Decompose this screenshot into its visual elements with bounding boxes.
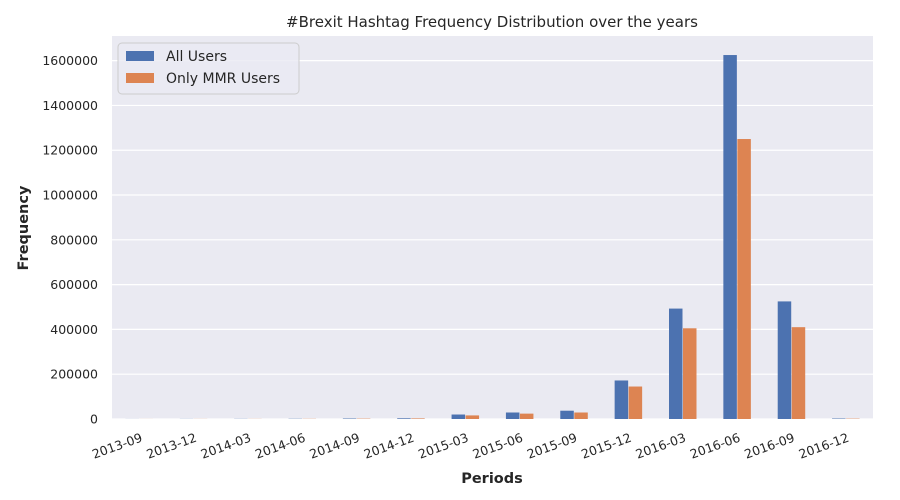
x-tick-label: 2015-12 — [579, 430, 633, 462]
bar — [628, 386, 643, 419]
x-tick-label: 2014-06 — [253, 430, 307, 462]
x-axis-title: Periods — [461, 471, 523, 487]
y-tick-label: 1200000 — [42, 143, 98, 158]
bar — [791, 327, 806, 419]
x-tick-label: 2015-06 — [470, 430, 524, 462]
legend-swatch — [126, 51, 154, 61]
x-tick-label: 2013-09 — [90, 430, 144, 462]
y-tick-label: 1000000 — [42, 188, 98, 203]
y-tick-label: 0 — [90, 412, 98, 427]
y-axis-ticks: 0 200000 400000 600000 800000 1000000 1200000 1… — [42, 53, 98, 426]
y-tick-label: 200000 — [50, 367, 98, 382]
bar — [614, 380, 629, 419]
bar — [574, 412, 588, 419]
x-tick-label: 2016-06 — [688, 430, 742, 462]
bar — [519, 413, 534, 419]
bar — [777, 301, 792, 419]
x-tick-label: 2014-09 — [307, 430, 361, 462]
bar — [737, 139, 751, 419]
bar — [451, 414, 466, 419]
x-tick-label: 2016-12 — [797, 430, 851, 462]
x-tick-label: 2016-09 — [742, 430, 796, 462]
x-axis-ticks: 2013-09 2013-12 2014-03 2014-06 2014-09 2014-… — [90, 430, 851, 462]
bar — [723, 55, 737, 419]
bar — [397, 418, 411, 419]
x-tick-label: 2015-03 — [416, 430, 470, 462]
bar — [560, 410, 574, 419]
bar — [669, 308, 683, 419]
bar — [411, 418, 425, 419]
y-axis-title: Frequency — [16, 185, 32, 270]
legend-swatch — [126, 73, 154, 83]
y-tick-label: 1400000 — [42, 98, 98, 113]
bars — [125, 55, 860, 419]
y-tick-label: 800000 — [50, 232, 98, 247]
bar — [683, 328, 697, 419]
x-tick-label: 2014-12 — [362, 430, 416, 462]
x-tick-label: 2014-03 — [199, 430, 253, 462]
x-tick-label: 2013-12 — [144, 430, 198, 462]
bar — [465, 415, 480, 419]
chart-title: #Brexit Hashtag Frequency Distribution o… — [286, 13, 698, 31]
x-tick-label: 2015-09 — [525, 430, 579, 462]
bar — [505, 412, 520, 419]
y-tick-label: 400000 — [50, 322, 98, 337]
legend-box — [117, 42, 300, 95]
legend: All Users Only MMR Users — [117, 42, 300, 95]
x-tick-label: 2016-03 — [634, 430, 688, 462]
y-tick-label: 600000 — [50, 277, 98, 292]
legend-label: All Users — [166, 49, 227, 65]
y-tick-label: 1600000 — [42, 53, 98, 68]
legend-label: Only MMR Users — [166, 71, 280, 87]
